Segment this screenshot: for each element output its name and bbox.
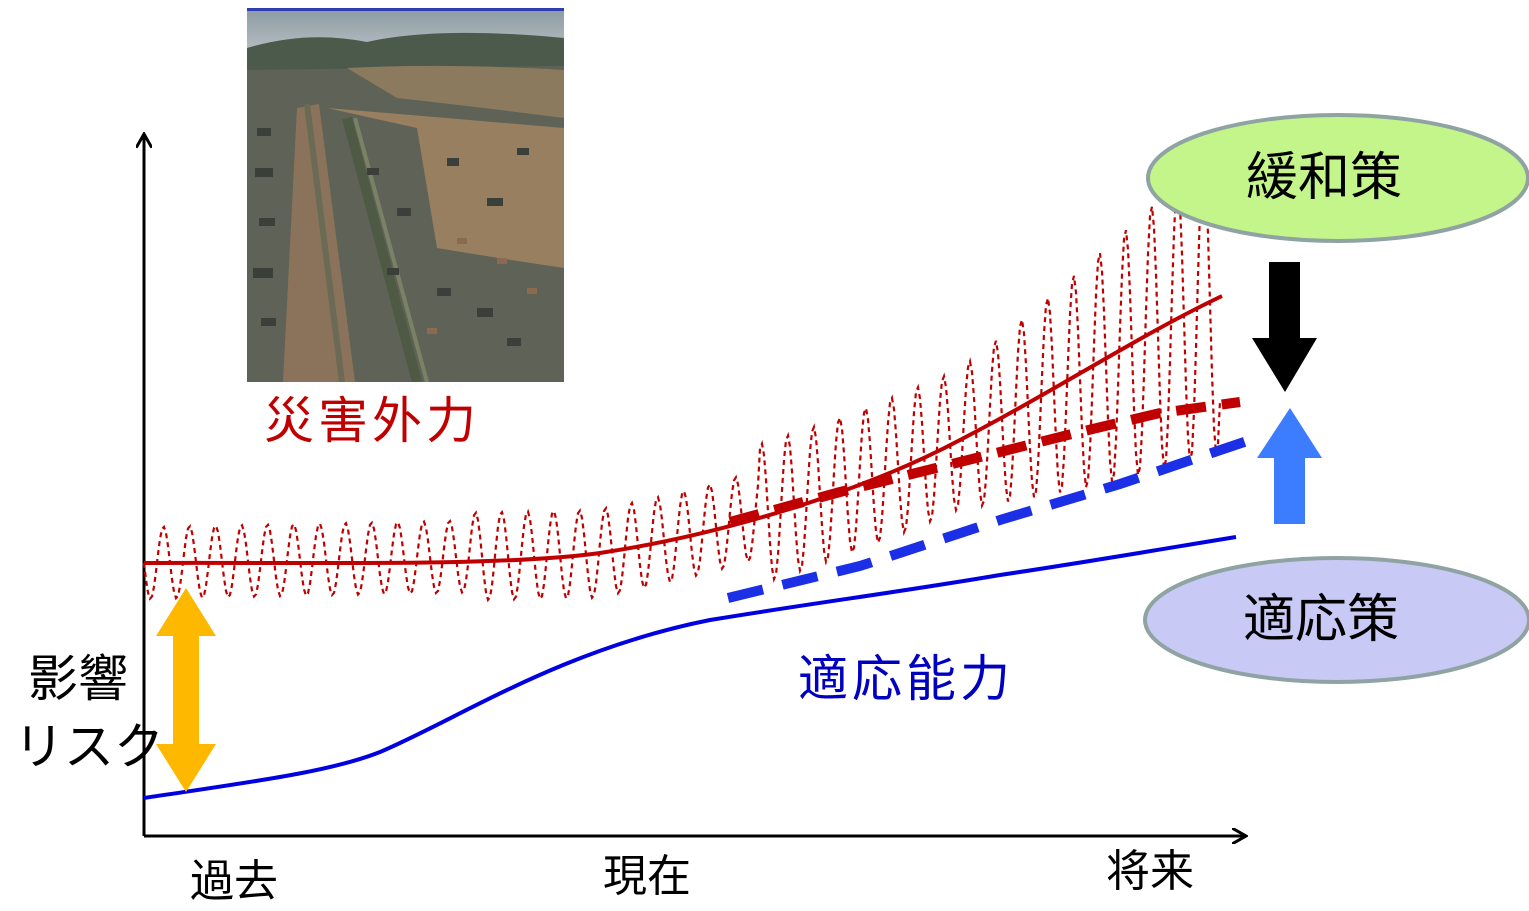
arrow-up-icon [1257,408,1322,524]
x-axis-label-future: 将来 [1106,846,1194,897]
x-axis-label-past: 過去 [190,856,278,907]
double-arrow-icon [156,588,216,792]
hazard-mitigated-dashed-line [728,397,1241,527]
x-axis-label-present: 現在 [603,851,691,902]
mitigation-ellipse [1146,113,1529,243]
adaptive-enhanced-dashed-line [726,435,1252,603]
hazard-fluctuation-line [142,157,1222,603]
impact-risk-label-line2: リスク [14,718,164,776]
arrow-down-icon [1252,262,1317,392]
hazard-label: 災害外力 [264,392,480,450]
adaptive-capacity-line [143,535,1237,800]
adaptation-label: 適応策 [1243,590,1400,650]
adaptive-capacity-label: 適応能力 [798,650,1014,708]
impact-risk-label-line1: 影響 [28,650,128,708]
adaptation-ellipse [1143,556,1529,684]
mitigation-label: 緩和策 [1246,148,1403,208]
flood-aerial-photo [247,8,564,382]
